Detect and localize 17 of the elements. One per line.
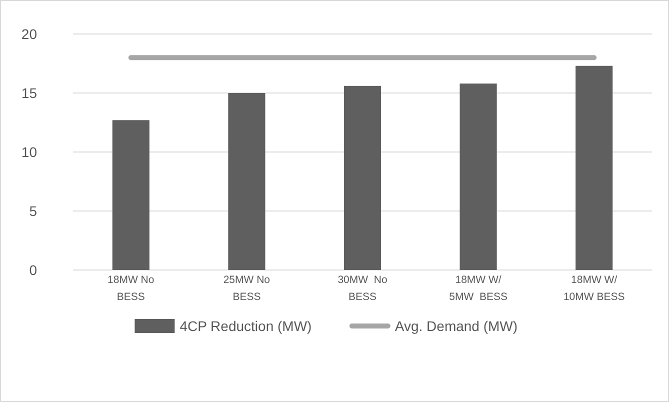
x-tick-label: 18MW W/ 5MW BESS (449, 274, 508, 303)
y-tick-label: 20 (21, 26, 38, 42)
legend-label: Avg. Demand (MW) (394, 318, 518, 334)
y-tick-label: 5 (29, 202, 38, 219)
x-tick-label: 18MW No BESS (108, 274, 154, 303)
bar (576, 66, 613, 270)
y-tick-label: 10 (21, 144, 38, 160)
legend-label: 4CP Reduction (MW) (180, 318, 312, 334)
bar (228, 93, 266, 270)
y-tick-label: 0 (29, 262, 38, 278)
x-tick-label: 25MW No BESS (223, 274, 270, 303)
y-tick-label: 15 (21, 84, 38, 101)
x-tick-label: 30MW No BESS (338, 274, 388, 303)
x-tick-label: 18MW W/ 10MW BESS (563, 274, 625, 303)
bar (112, 120, 150, 270)
bar (344, 86, 382, 270)
bar (460, 84, 497, 270)
